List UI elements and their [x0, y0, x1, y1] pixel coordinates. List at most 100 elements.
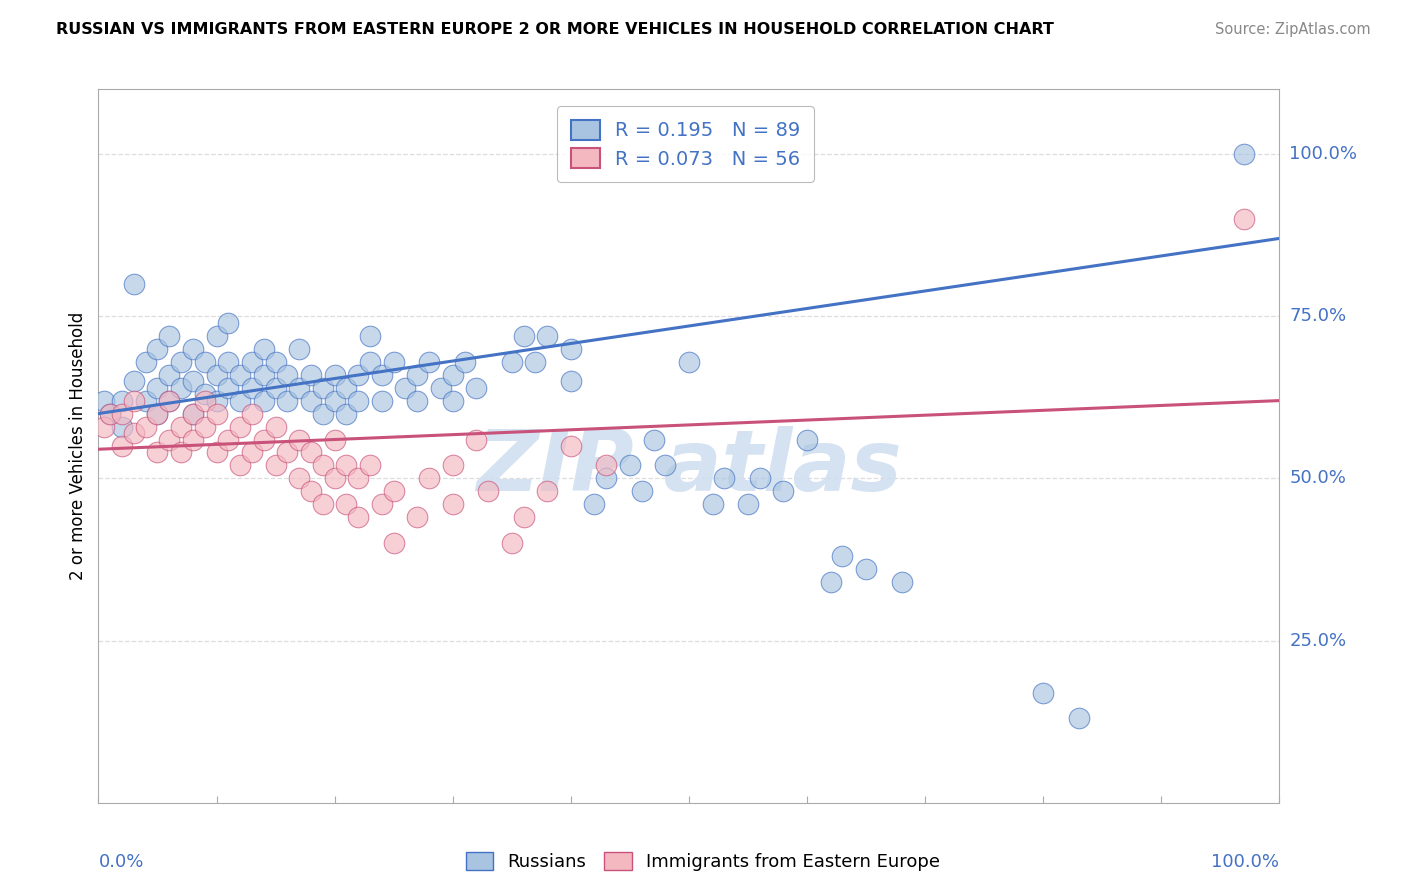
- Point: [217, 316, 239, 330]
- Point: [181, 407, 204, 421]
- Point: [205, 328, 228, 343]
- Point: [323, 433, 346, 447]
- Point: [359, 458, 381, 473]
- Point: [347, 393, 370, 408]
- Point: [98, 407, 121, 421]
- Point: [772, 484, 794, 499]
- Point: [312, 407, 335, 421]
- Point: [713, 471, 735, 485]
- Point: [1233, 147, 1256, 161]
- Point: [170, 419, 193, 434]
- Point: [205, 445, 228, 459]
- Point: [217, 354, 239, 368]
- Point: [240, 354, 263, 368]
- Point: [335, 381, 357, 395]
- Point: [855, 562, 877, 576]
- Point: [170, 445, 193, 459]
- Text: 75.0%: 75.0%: [1289, 307, 1347, 326]
- Point: [157, 433, 180, 447]
- Point: [501, 354, 523, 368]
- Point: [135, 354, 157, 368]
- Point: [240, 407, 263, 421]
- Point: [536, 484, 558, 499]
- Point: [146, 407, 169, 421]
- Y-axis label: 2 or more Vehicles in Household: 2 or more Vehicles in Household: [69, 312, 87, 580]
- Point: [217, 381, 239, 395]
- Point: [146, 342, 169, 356]
- Point: [820, 575, 842, 590]
- Point: [382, 484, 405, 499]
- Point: [465, 433, 488, 447]
- Point: [595, 458, 617, 473]
- Legend: Russians, Immigrants from Eastern Europe: Russians, Immigrants from Eastern Europe: [458, 845, 948, 879]
- Text: Source: ZipAtlas.com: Source: ZipAtlas.com: [1215, 22, 1371, 37]
- Point: [111, 393, 134, 408]
- Point: [630, 484, 652, 499]
- Point: [394, 381, 416, 395]
- Point: [737, 497, 759, 511]
- Point: [560, 342, 582, 356]
- Point: [170, 381, 193, 395]
- Text: 0.0%: 0.0%: [98, 853, 143, 871]
- Point: [135, 393, 157, 408]
- Text: ZIP atlas: ZIP atlas: [477, 425, 901, 509]
- Point: [146, 445, 169, 459]
- Point: [654, 458, 676, 473]
- Point: [157, 328, 180, 343]
- Point: [194, 393, 217, 408]
- Point: [347, 471, 370, 485]
- Point: [111, 439, 134, 453]
- Point: [619, 458, 641, 473]
- Point: [702, 497, 724, 511]
- Point: [240, 381, 263, 395]
- Point: [157, 393, 180, 408]
- Point: [229, 393, 252, 408]
- Point: [430, 381, 453, 395]
- Point: [229, 368, 252, 382]
- Point: [181, 342, 204, 356]
- Point: [111, 419, 134, 434]
- Point: [453, 354, 475, 368]
- Point: [418, 354, 440, 368]
- Point: [831, 549, 853, 564]
- Point: [406, 510, 429, 524]
- Point: [122, 393, 145, 408]
- Point: [312, 458, 335, 473]
- Point: [1233, 211, 1256, 226]
- Point: [229, 419, 252, 434]
- Point: [359, 354, 381, 368]
- Point: [441, 393, 464, 408]
- Point: [194, 387, 217, 401]
- Point: [217, 433, 239, 447]
- Point: [335, 458, 357, 473]
- Point: [264, 381, 287, 395]
- Point: [253, 433, 276, 447]
- Point: [205, 368, 228, 382]
- Point: [299, 445, 322, 459]
- Point: [406, 368, 429, 382]
- Point: [194, 354, 217, 368]
- Point: [512, 328, 534, 343]
- Text: 100.0%: 100.0%: [1289, 145, 1357, 163]
- Point: [276, 393, 298, 408]
- Point: [312, 381, 335, 395]
- Text: 50.0%: 50.0%: [1289, 469, 1346, 487]
- Point: [441, 368, 464, 382]
- Point: [181, 407, 204, 421]
- Point: [560, 439, 582, 453]
- Point: [93, 419, 115, 434]
- Point: [135, 419, 157, 434]
- Point: [335, 407, 357, 421]
- Point: [1032, 685, 1054, 699]
- Point: [323, 393, 346, 408]
- Point: [382, 354, 405, 368]
- Point: [371, 368, 394, 382]
- Point: [524, 354, 547, 368]
- Point: [276, 445, 298, 459]
- Point: [170, 354, 193, 368]
- Point: [205, 393, 228, 408]
- Point: [288, 471, 311, 485]
- Point: [382, 536, 405, 550]
- Legend: R = 0.195   N = 89, R = 0.073   N = 56: R = 0.195 N = 89, R = 0.073 N = 56: [557, 106, 814, 182]
- Point: [229, 458, 252, 473]
